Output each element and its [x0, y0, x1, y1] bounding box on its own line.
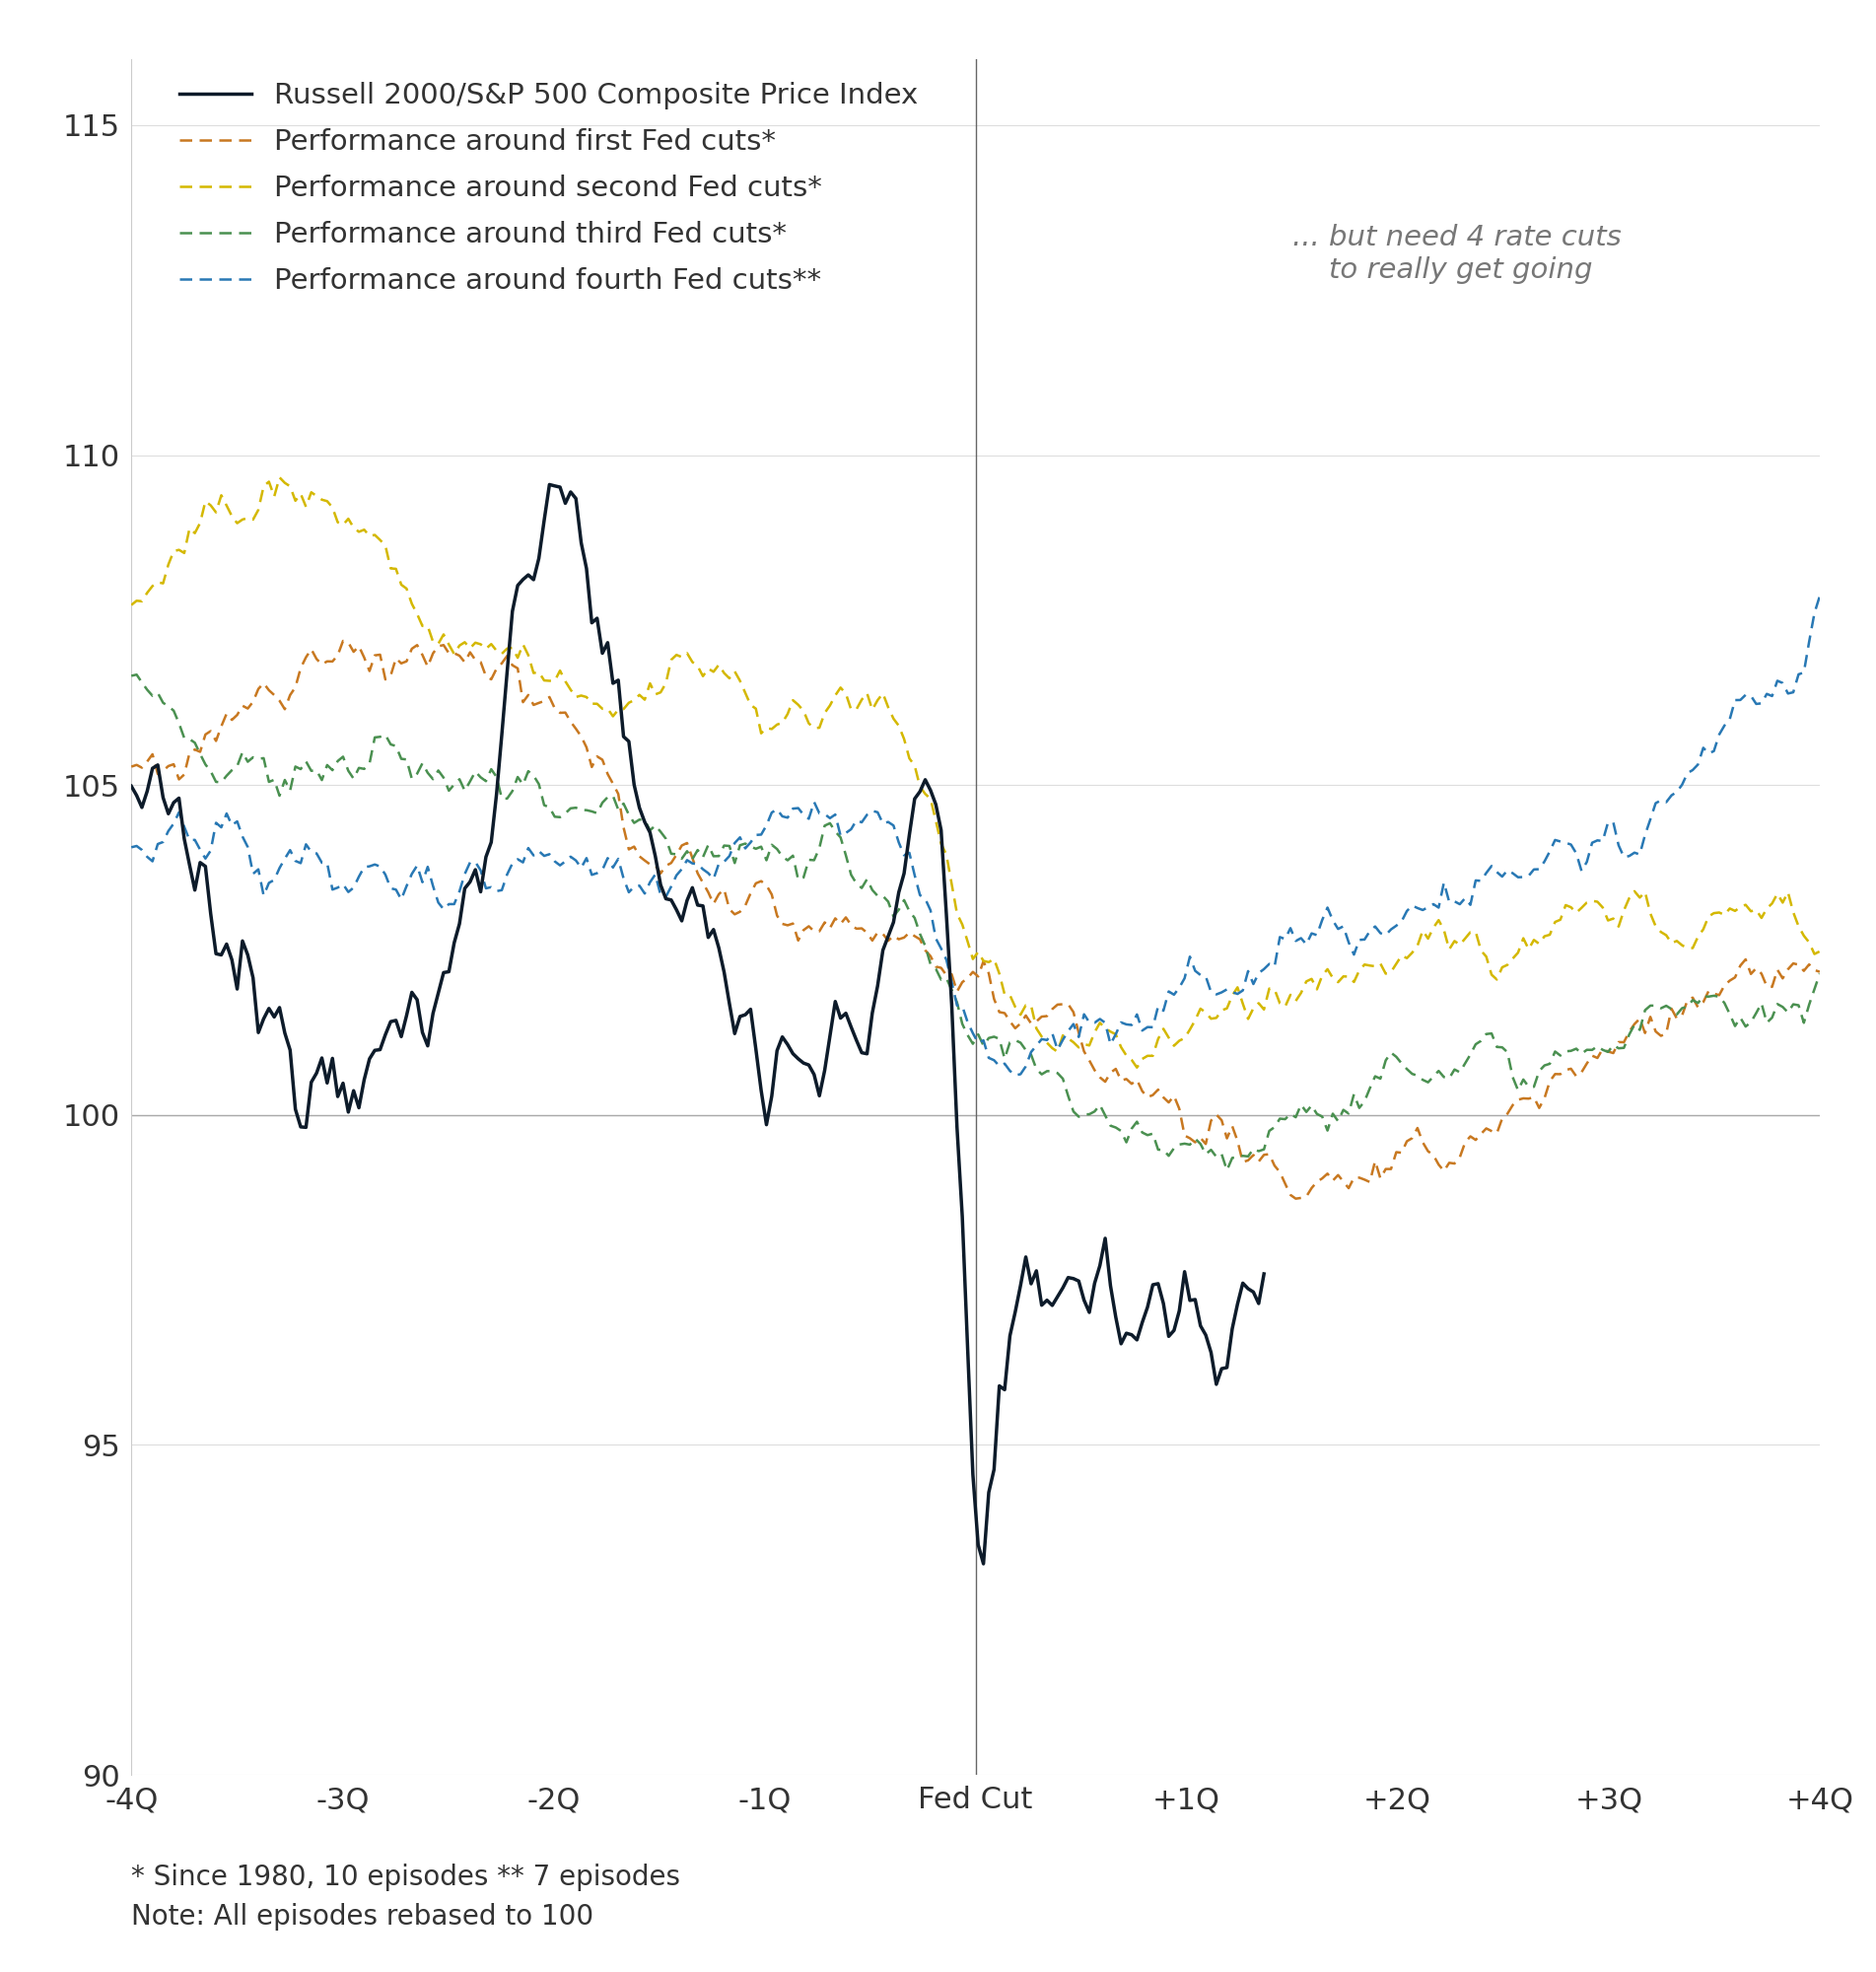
- Legend: Russell 2000/S&P 500 Composite Price Index, Performance around first Fed cuts*, : Russell 2000/S&P 500 Composite Price Ind…: [180, 83, 919, 296]
- Text: * Since 1980, 10 episodes ** 7 episodes: * Since 1980, 10 episodes ** 7 episodes: [131, 1864, 681, 1891]
- Text: Note: All episodes rebased to 100: Note: All episodes rebased to 100: [131, 1903, 595, 1931]
- Text: ... but need 4 rate cuts
    to really get going: ... but need 4 rate cuts to really get g…: [1293, 225, 1621, 284]
